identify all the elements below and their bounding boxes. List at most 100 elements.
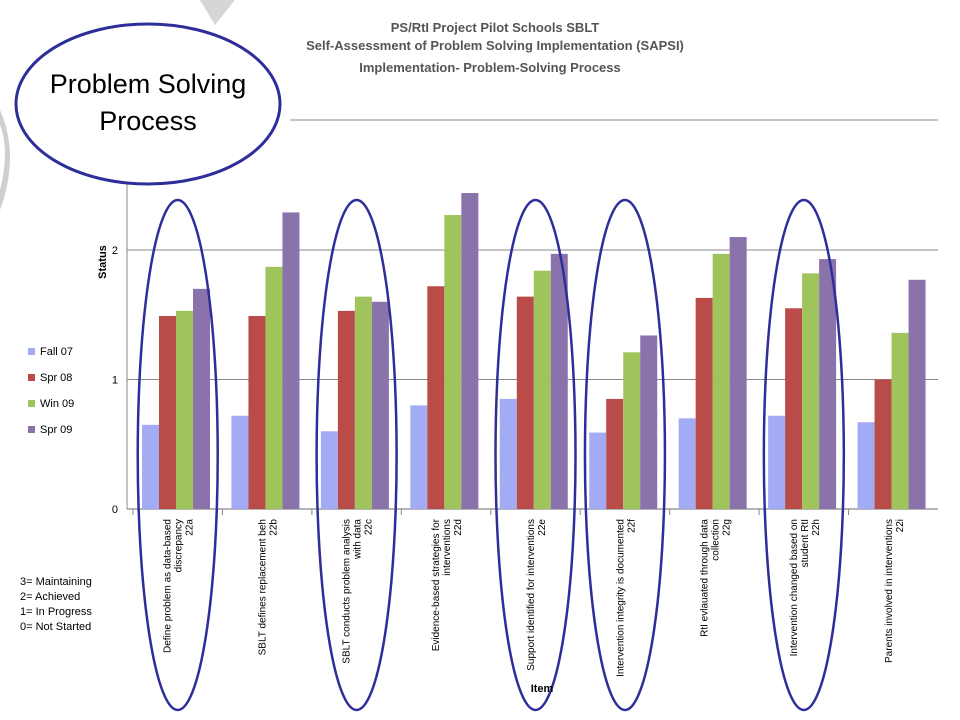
category-label: SBLT defines replacement beh 22b xyxy=(258,519,280,656)
bar-spr-08 xyxy=(248,316,266,509)
bar-spr-08 xyxy=(606,398,624,509)
bar-fall-07 xyxy=(589,432,607,509)
category-label: Evidence-based strategies for interventio… xyxy=(431,518,464,651)
bar-win-09 xyxy=(265,266,283,509)
bar-spr-08 xyxy=(516,296,534,509)
category-label-line: 22a xyxy=(185,519,196,536)
category-label-line: 22d xyxy=(453,519,464,536)
category-label-line: with data xyxy=(353,519,364,560)
highlight-ellipse xyxy=(762,198,846,712)
bar-fall-07 xyxy=(678,418,696,509)
category-label: Define problem as data-based discrepancy 2… xyxy=(163,519,196,653)
category-label-line: SBLT conducts problem analysis xyxy=(342,519,353,664)
category-label: Support identified for interventions 22e xyxy=(526,519,548,671)
bar-spr-08 xyxy=(159,316,176,509)
bar-win-09 xyxy=(623,352,641,509)
legend-label: Spr 08 xyxy=(40,372,72,384)
status-key-line: 0= Not Started xyxy=(20,621,91,633)
bar-spr-08 xyxy=(874,379,892,509)
bar-win-09 xyxy=(712,253,730,509)
bar-spr-09 xyxy=(640,335,658,509)
category-label-line: interventions xyxy=(442,519,453,576)
bar-win-09 xyxy=(176,310,193,509)
category-label-line: 22g xyxy=(721,519,732,536)
y-tick-label: 1 xyxy=(112,375,118,387)
bar-spr-08 xyxy=(785,308,803,509)
bar-win-09 xyxy=(444,215,462,509)
bar-fall-07 xyxy=(768,415,786,509)
category-label-line: Support identified for interventions xyxy=(526,519,537,671)
status-key-line: 1= In Progress xyxy=(20,606,92,618)
bar-fall-07 xyxy=(857,422,875,509)
bar-spr-09 xyxy=(819,259,837,509)
callout-line-2: Process xyxy=(99,106,197,136)
category-label-line: student RtI xyxy=(800,519,811,567)
highlight-ellipses xyxy=(136,198,846,712)
status-key-line: 3= Maintaining xyxy=(20,576,92,588)
bar-spr-08 xyxy=(427,286,445,509)
slide-decoration-top xyxy=(200,0,235,25)
category-labels: Define problem as data-based discrepancy 2… xyxy=(132,509,906,677)
callout: Problem Solving Process xyxy=(14,22,282,186)
category-label: Parents involved in interventions 22i xyxy=(884,519,906,663)
category-label-line: 22e xyxy=(537,519,548,536)
bar-fall-07 xyxy=(320,431,338,509)
category-label-line: Parents involved in interventions xyxy=(884,519,895,663)
category-label-line: 22c xyxy=(364,519,375,535)
category-label-line: 22i xyxy=(895,519,906,532)
callout-ellipse xyxy=(14,22,282,186)
y-tick-label: 0 xyxy=(112,504,118,516)
highlight-ellipse xyxy=(583,198,667,712)
category-label-line: 22b xyxy=(269,519,280,536)
bar-spr-09 xyxy=(908,279,926,509)
title-line-2: Self-Assessment of Problem Solving Imple… xyxy=(306,38,684,53)
highlight-ellipse xyxy=(494,198,577,712)
bar-spr-08 xyxy=(695,297,713,509)
slide-decoration xyxy=(0,110,10,210)
bar-spr-08 xyxy=(337,310,355,509)
bar-spr-09 xyxy=(371,301,389,509)
legend-swatch xyxy=(28,426,35,433)
category-label-line: 22h xyxy=(811,519,822,536)
legend-swatch xyxy=(28,374,35,381)
category-label: RtI evlauated through data collection 22g xyxy=(699,519,732,637)
bar-win-09 xyxy=(354,296,372,509)
category-label-line: Evidence-based strategies for xyxy=(431,518,442,651)
category-label-line: Intervention integrity is documented xyxy=(615,519,626,677)
category-label-line: discrepancy xyxy=(174,519,185,572)
bars xyxy=(142,193,926,510)
highlight-ellipse xyxy=(315,198,398,712)
y-tick-labels: 0 1 2 xyxy=(112,245,118,516)
bar-spr-09 xyxy=(461,193,479,509)
category-label-line: RtI evlauated through data xyxy=(699,519,710,637)
category-label: Intervention integrity is documented 22f xyxy=(615,519,637,677)
legend: Fall 07 Spr 08 Win 09 Spr 09 xyxy=(28,346,74,436)
legend-label: Spr 09 xyxy=(40,424,72,436)
legend-label: Fall 07 xyxy=(40,346,73,358)
bar-win-09 xyxy=(533,270,551,509)
bar-spr-09 xyxy=(193,288,210,509)
chart-title: PS/RtI Project Pilot Schools SBLT Self-A… xyxy=(306,20,684,75)
title-line-3: Implementation- Problem-Solving Process xyxy=(359,60,621,75)
bar-fall-07 xyxy=(231,415,249,509)
category-label-line: Define problem as data-based xyxy=(163,519,174,653)
category-label: Intervention changed based on student RtI… xyxy=(789,519,822,656)
category-label-line: 22f xyxy=(626,519,637,533)
category-label-line: SBLT defines replacement beh xyxy=(258,519,269,655)
bar-spr-09 xyxy=(729,237,747,510)
category-label: SBLT conducts problem analysis with data 2… xyxy=(342,519,375,664)
status-key: 3= Maintaining 2= Achieved 1= In Progres… xyxy=(20,576,92,633)
highlight-ellipse xyxy=(136,198,219,712)
legend-label: Win 09 xyxy=(40,398,74,410)
x-axis-title: Item xyxy=(531,683,554,695)
category-label-line: collection xyxy=(710,519,721,561)
bar-fall-07 xyxy=(410,405,428,509)
bar-spr-09 xyxy=(282,212,300,509)
legend-swatch xyxy=(28,400,35,407)
y-axis-title: Status xyxy=(97,245,109,279)
callout-line-1: Problem Solving xyxy=(50,69,247,99)
legend-swatch xyxy=(28,348,35,355)
bar-fall-07 xyxy=(142,424,159,509)
status-key-line: 2= Achieved xyxy=(20,591,80,603)
